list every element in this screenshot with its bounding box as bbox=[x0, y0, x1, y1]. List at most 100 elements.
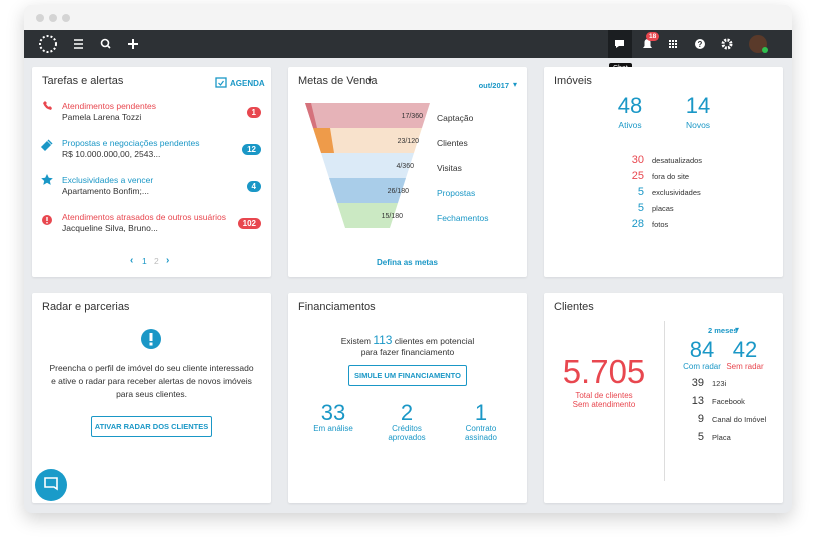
notification-badge: 18 bbox=[646, 32, 660, 41]
stat-value: 1 bbox=[474, 400, 488, 425]
card-title: Tarefas e alertas bbox=[42, 75, 124, 87]
stat-label: Ativos bbox=[618, 120, 642, 130]
detail-label: fora do site bbox=[652, 172, 690, 181]
detail-value: 30 bbox=[631, 154, 644, 166]
add-icon[interactable] bbox=[128, 39, 138, 49]
stage-progress: 17/360 bbox=[401, 113, 423, 120]
stat-label: Novos bbox=[685, 120, 711, 130]
help-icon[interactable] bbox=[695, 39, 705, 49]
stage-label: Visitas bbox=[437, 163, 462, 173]
page-number[interactable]: 2 bbox=[154, 256, 159, 266]
financing-button[interactable]: SIMULE UM FINANCIAMENTO bbox=[348, 365, 467, 386]
source-label: Canal do Imóvel bbox=[712, 415, 767, 424]
stat-value: 33 bbox=[320, 400, 346, 425]
agenda-link[interactable]: AGENDA bbox=[230, 79, 265, 88]
detail-label: fotos bbox=[652, 220, 669, 229]
source-value: 39 bbox=[691, 377, 704, 389]
chat-icon bbox=[615, 40, 624, 48]
properties-card: Imóveis 48 Ativos 14 Novos 30 desatualiz… bbox=[544, 67, 783, 277]
navbar-icons: ? bbox=[39, 30, 768, 58]
navbar: ? 18 bbox=[24, 30, 792, 58]
period[interactable]: out/2017 bbox=[478, 81, 509, 90]
item-count: 12 bbox=[242, 144, 261, 155]
detail-value: 5 bbox=[637, 186, 644, 198]
card-title: Financiamentos bbox=[298, 301, 376, 313]
goals-link[interactable]: Defina as metas bbox=[377, 258, 438, 267]
source-value: 5 bbox=[697, 431, 704, 443]
dropdown-caret: ▾ bbox=[368, 76, 373, 85]
window-dot bbox=[49, 14, 57, 22]
total-label: Sem atendimento bbox=[572, 400, 636, 409]
item-title[interactable]: Exclusividades a vencer bbox=[62, 175, 154, 185]
help-glyph: ? bbox=[698, 40, 703, 49]
financing-card: Financiamentos Existem 113 clientes em p… bbox=[288, 293, 527, 503]
item-count: 1 bbox=[246, 107, 261, 118]
funnel-band bbox=[337, 203, 398, 228]
window-dot bbox=[36, 14, 44, 22]
chat-launcher[interactable] bbox=[34, 468, 68, 502]
stage-label: Captação bbox=[437, 113, 474, 123]
title-bar bbox=[24, 5, 792, 30]
stage-label: Fechamentos bbox=[437, 213, 489, 223]
item-subtitle: R$ 10.000.000,00, 2543... bbox=[62, 149, 161, 159]
source-label: Facebook bbox=[712, 397, 745, 406]
funnel-progress bbox=[313, 128, 334, 153]
item-subtitle: Apartamento Bonfim;... bbox=[62, 186, 149, 196]
browser-window: ? 18 Chat Tarefas e alertas AGENDA Atend… bbox=[24, 5, 792, 513]
search-icon[interactable] bbox=[100, 38, 111, 49]
item-title[interactable]: Atendimentos pendentes bbox=[62, 101, 157, 111]
stat-value: 14 bbox=[685, 93, 711, 118]
financing-text: para fazer financiamento bbox=[360, 347, 455, 357]
item-title[interactable]: Atendimentos atrasados de outros usuário… bbox=[62, 212, 226, 222]
stat-value: 2 bbox=[400, 400, 414, 425]
funnel bbox=[305, 103, 430, 228]
bell-icon[interactable] bbox=[643, 39, 652, 48]
stage-label: Propostas bbox=[437, 188, 476, 198]
funnel-band bbox=[321, 153, 414, 178]
radar-label: Com radar bbox=[683, 362, 721, 371]
stage-progress: 4/360 bbox=[396, 163, 414, 170]
stat-label: Créditos bbox=[392, 424, 422, 433]
page-number[interactable]: 1 bbox=[142, 256, 147, 266]
stat-value: 48 bbox=[617, 93, 643, 118]
card-title[interactable]: Metas de Venda bbox=[298, 75, 378, 87]
detail-label: placas bbox=[652, 204, 674, 213]
funnel-band bbox=[329, 178, 406, 203]
period[interactable]: 2 meses bbox=[708, 326, 738, 335]
apps-icon[interactable] bbox=[669, 40, 677, 48]
detail-value: 25 bbox=[631, 170, 644, 182]
total-clients: 5.705 bbox=[562, 353, 646, 390]
text-before: Existem bbox=[340, 336, 371, 346]
next-page[interactable]: › bbox=[166, 255, 170, 266]
funnel-band bbox=[305, 103, 430, 128]
radar-button[interactable]: ATIVAR RADAR DOS CLIENTES bbox=[91, 416, 212, 437]
text-after: clientes em potencial bbox=[394, 336, 475, 346]
stat-label: aprovados bbox=[388, 433, 426, 442]
stat-label: assinado bbox=[464, 433, 498, 442]
radar-label: Sem radar bbox=[726, 362, 764, 371]
item-title[interactable]: Propostas e negociações pendentes bbox=[62, 138, 200, 148]
radar-value: 84 bbox=[689, 337, 715, 362]
alert-icon bbox=[141, 329, 161, 349]
detail-value: 5 bbox=[637, 202, 644, 214]
goals-card: Metas de Venda ▾ out/2017 ▾ 17/360 23/12… bbox=[288, 67, 527, 277]
item-count: 4 bbox=[246, 181, 261, 192]
total-label: Total de clientes bbox=[575, 391, 633, 400]
stat-label: Em análise bbox=[313, 424, 353, 433]
card-title: Radar e parcerias bbox=[42, 301, 130, 313]
funnel-progress bbox=[305, 103, 317, 128]
highlight-count: 113 bbox=[373, 333, 393, 347]
stat-label: Contrato bbox=[465, 424, 497, 433]
menu-icon[interactable] bbox=[74, 39, 83, 49]
detail-value: 28 bbox=[631, 218, 644, 230]
source-value: 13 bbox=[691, 395, 704, 407]
dropdown-caret: ▾ bbox=[512, 80, 517, 89]
logo[interactable] bbox=[39, 35, 57, 53]
card-title: Clientes bbox=[554, 301, 594, 313]
prev-page[interactable]: ‹ bbox=[130, 255, 134, 266]
item-icons bbox=[40, 101, 53, 225]
item-subtitle: Pamela Larena Tozzi bbox=[62, 112, 142, 122]
divider bbox=[664, 321, 665, 481]
settings-icon[interactable] bbox=[721, 38, 733, 50]
